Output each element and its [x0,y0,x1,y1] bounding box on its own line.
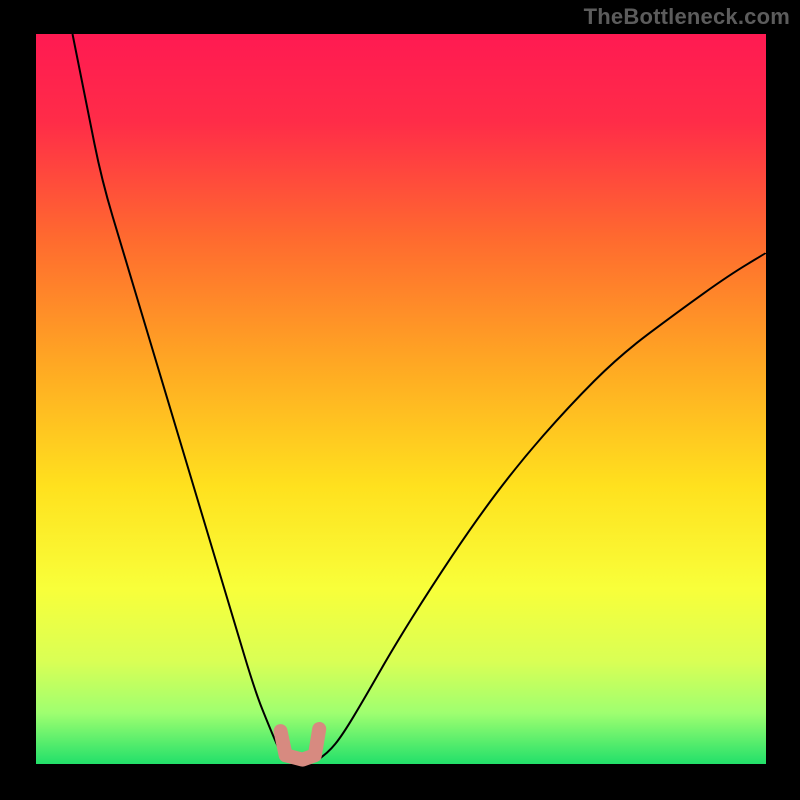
bottleneck-chart [0,0,800,800]
chart-stage: TheBottleneck.com [0,0,800,800]
watermark-text: TheBottleneck.com [584,4,790,30]
plot-background [36,34,766,764]
